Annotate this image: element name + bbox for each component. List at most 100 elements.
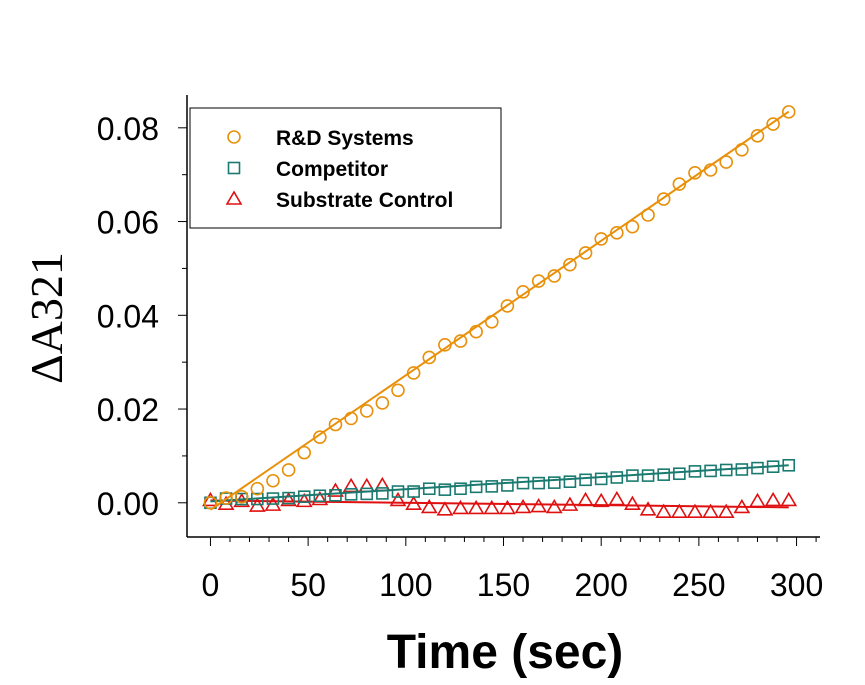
circle-point (375, 396, 390, 410)
legend-marker (227, 130, 241, 144)
square-point (751, 461, 764, 475)
circle-point (344, 411, 358, 426)
legend: R&D Systems Competitor Substrate Control (189, 107, 502, 229)
circle-point (500, 299, 515, 313)
square-point (454, 482, 467, 496)
square-point (266, 492, 280, 505)
square-point (251, 492, 264, 506)
triangle-point (405, 495, 423, 510)
triangle-point (452, 499, 469, 515)
circle-point (656, 192, 671, 206)
legend-label: Substrate Control (276, 189, 453, 212)
square-point (360, 487, 374, 501)
square-point (563, 475, 577, 488)
circle-point (469, 324, 483, 339)
triangle-point (670, 503, 688, 518)
circle-point (735, 143, 749, 157)
square-point (610, 471, 624, 484)
triangle-point (577, 491, 594, 507)
square-point (594, 472, 608, 486)
legend-label: Competitor (276, 158, 388, 181)
circle-point (531, 274, 546, 288)
triangle-point (420, 498, 438, 514)
circle-point (219, 491, 233, 505)
fit-line (210, 464, 789, 503)
circle-point (453, 334, 468, 348)
y-tick-label: 0.04 (97, 298, 159, 334)
square-point (782, 458, 796, 472)
marks (202, 105, 798, 518)
x-tick-label: 250 (672, 567, 725, 603)
x-tick-label: 100 (379, 567, 432, 603)
square-point (704, 464, 717, 478)
square-point (282, 491, 295, 505)
circle-point (625, 219, 640, 234)
triangle-point (733, 498, 751, 514)
circle-point (641, 208, 655, 222)
circle-point (516, 285, 530, 299)
triangle-point (561, 496, 579, 511)
circle-point (313, 430, 327, 444)
circle-point (359, 404, 374, 418)
legend-marker (225, 190, 243, 205)
circle-point (297, 445, 312, 460)
square-point (407, 485, 420, 498)
square-point (532, 476, 545, 490)
y-axis-label: ΔA321 (21, 252, 72, 384)
circle-point (250, 481, 265, 496)
triangle-point (717, 503, 735, 518)
circle-point (422, 350, 437, 365)
square-point (719, 463, 733, 477)
legend-box (189, 107, 502, 229)
triangle-point (389, 491, 407, 507)
square-point (501, 479, 514, 492)
y-tick-label: 0.02 (97, 392, 159, 428)
square-point (485, 480, 499, 493)
circle-point (406, 366, 421, 380)
triangle-point (592, 492, 610, 508)
circle-point (672, 177, 687, 191)
y-tick-label: 0.06 (97, 205, 159, 241)
square-point (626, 469, 639, 482)
x-tick-label: 300 (770, 567, 823, 603)
triangle-point (608, 490, 626, 506)
triangle-point (639, 501, 657, 516)
axes: 0 50 100 150 200 250 300 0.00 0.02 0.04 0.06 0.08 (97, 95, 823, 603)
circle-point (750, 128, 765, 143)
circle-point (766, 117, 780, 131)
square-point (297, 490, 311, 503)
circle-point (781, 105, 796, 119)
circle-point (547, 269, 562, 283)
triangle-point (499, 499, 516, 515)
triangle-point (530, 497, 548, 513)
circle-point (688, 166, 702, 180)
triangle-point (295, 492, 313, 508)
square-point (673, 467, 686, 481)
square-point (438, 483, 452, 496)
y-tick-label: 0.00 (97, 486, 159, 522)
triangle-point (436, 501, 454, 516)
circle-point (391, 383, 405, 398)
square-point (641, 469, 655, 482)
square-point (313, 489, 327, 503)
square-point (391, 485, 405, 498)
circle-point (484, 315, 499, 329)
triangle-point (280, 491, 297, 507)
circle-point (328, 417, 343, 432)
legend-marker (227, 161, 241, 175)
square-point (376, 487, 389, 500)
circle-point (563, 257, 577, 272)
circle-point (438, 338, 452, 352)
circle-point (234, 489, 249, 504)
circle-point (203, 495, 218, 510)
x-tick-label: 150 (477, 567, 530, 603)
circle-point (266, 473, 280, 488)
triangle-point (624, 495, 641, 510)
triangle-point (467, 499, 485, 515)
legend-label: R&D Systems (276, 127, 414, 150)
square-point (579, 473, 592, 487)
circle-point (703, 163, 718, 177)
square-point (766, 460, 780, 473)
triangle-point (702, 503, 719, 518)
